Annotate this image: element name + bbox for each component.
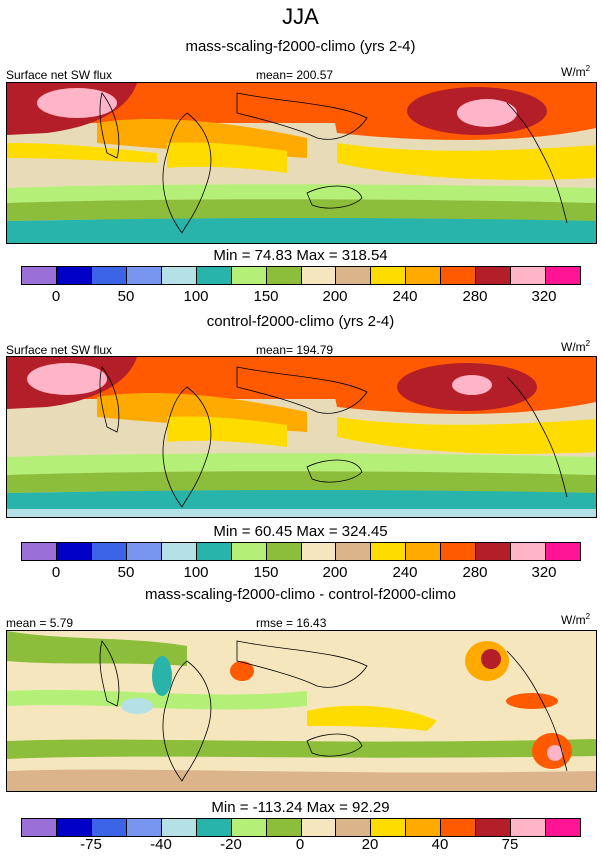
colorbar-box bbox=[22, 819, 57, 836]
panel-1-map bbox=[6, 82, 597, 244]
panel-1-subtitle: mass-scaling-f2000-climo (yrs 2-4) bbox=[185, 38, 416, 55]
panel-2-units: W/m2 bbox=[561, 339, 591, 354]
colorbar-box bbox=[546, 543, 580, 560]
panel-1-mean-label: mean= 200.57 bbox=[256, 68, 334, 82]
colorbar-box bbox=[56, 819, 92, 836]
colorbar-box bbox=[231, 267, 267, 284]
panel-3-tick: 40 bbox=[431, 836, 449, 853]
colorbar-box bbox=[91, 819, 127, 836]
colorbar-box bbox=[231, 543, 267, 560]
panel-1-tick: 100 bbox=[183, 288, 209, 305]
colorbar-box bbox=[196, 267, 232, 284]
panel-2-tick: 150 bbox=[253, 564, 279, 581]
colorbar-box bbox=[161, 543, 197, 560]
panel-1-colorbar bbox=[21, 266, 581, 285]
colorbar-box bbox=[266, 543, 302, 560]
colorbar-box bbox=[56, 543, 92, 560]
colorbar-box bbox=[476, 819, 512, 836]
panel-2-subtitle: control-f2000-climo (yrs 2-4) bbox=[206, 313, 395, 330]
colorbar-box bbox=[511, 543, 547, 560]
colorbar-box bbox=[196, 543, 232, 560]
panel-3-rmse-label: rmse = 16.43 bbox=[256, 616, 327, 630]
figure-title: JJA bbox=[282, 4, 319, 29]
panel-3-subtitle: mass-scaling-f2000-climo - control-f2000… bbox=[145, 586, 456, 603]
colorbar-box bbox=[91, 267, 127, 284]
colorbar-box bbox=[546, 819, 580, 836]
panel-2-mean-label: mean= 194.79 bbox=[256, 343, 334, 357]
panel-1-tick: 150 bbox=[253, 288, 279, 305]
panel-3-tick: -75 bbox=[80, 836, 102, 853]
colorbar-box bbox=[231, 819, 267, 836]
panel-2-tick: 0 bbox=[51, 564, 61, 581]
panel-3-map-svg bbox=[7, 631, 596, 791]
colorbar-box bbox=[161, 819, 197, 836]
colorbar-box bbox=[371, 819, 407, 836]
panel-2-tick: 320 bbox=[531, 564, 557, 581]
colorbar-box bbox=[56, 267, 92, 284]
colorbar-box bbox=[336, 819, 372, 836]
panel-2-colorbar bbox=[21, 542, 581, 561]
colorbar-box bbox=[266, 819, 302, 836]
panel-2-tick: 50 bbox=[117, 564, 135, 581]
panel-2-variable-label: Surface net SW flux bbox=[6, 343, 113, 357]
panel-3-tick: 0 bbox=[295, 836, 305, 853]
panel-2-tick: 200 bbox=[322, 564, 348, 581]
panel-1-tick: 280 bbox=[462, 288, 488, 305]
colorbar-box bbox=[336, 543, 372, 560]
panel-3-tick: 20 bbox=[361, 836, 379, 853]
panel-2-tick: 240 bbox=[392, 564, 418, 581]
panel-3-min-max: Min = -113.24 Max = 92.29 bbox=[211, 799, 390, 816]
colorbar-box bbox=[91, 543, 127, 560]
panel-1-tick: 240 bbox=[392, 288, 418, 305]
panel-1-tick: 200 bbox=[322, 288, 348, 305]
colorbar-box bbox=[441, 543, 477, 560]
colorbar-box bbox=[406, 819, 442, 836]
colorbar-box bbox=[126, 543, 162, 560]
panel-2-tick: 100 bbox=[183, 564, 209, 581]
panel-1-map-svg bbox=[7, 83, 596, 243]
colorbar-box bbox=[371, 267, 407, 284]
colorbar-box bbox=[196, 819, 232, 836]
colorbar-box bbox=[546, 267, 580, 284]
colorbar-box bbox=[126, 267, 162, 284]
colorbar-box bbox=[301, 267, 337, 284]
panel-2-map-svg bbox=[7, 357, 596, 517]
panel-3-map bbox=[6, 630, 597, 792]
colorbar-box bbox=[161, 267, 197, 284]
colorbar-box bbox=[22, 543, 57, 560]
panel-1-variable-label: Surface net SW flux bbox=[6, 68, 113, 82]
panel-1-tick: 320 bbox=[531, 288, 557, 305]
panel-3-mean-label: mean = 5.79 bbox=[6, 616, 74, 630]
colorbar-box bbox=[476, 543, 512, 560]
panel-3-tick: -20 bbox=[220, 836, 242, 853]
panel-1-tick: 50 bbox=[117, 288, 135, 305]
panel-3-colorbar bbox=[21, 818, 581, 837]
panel-1-tick: 0 bbox=[51, 288, 61, 305]
panel-3-tick: 75 bbox=[501, 836, 519, 853]
panel-1-units: W/m2 bbox=[561, 64, 591, 79]
panel-2-map bbox=[6, 356, 597, 518]
colorbar-box bbox=[301, 543, 337, 560]
colorbar-box bbox=[476, 267, 512, 284]
panel-3-tick: -40 bbox=[150, 836, 172, 853]
colorbar-box bbox=[126, 819, 162, 836]
colorbar-box bbox=[301, 819, 337, 836]
colorbar-box bbox=[441, 267, 477, 284]
panel-2-min-max: Min = 60.45 Max = 324.45 bbox=[213, 523, 388, 540]
colorbar-box bbox=[511, 267, 547, 284]
colorbar-box bbox=[441, 819, 477, 836]
colorbar-box bbox=[406, 543, 442, 560]
panel-1-min-max: Min = 74.83 Max = 318.54 bbox=[213, 247, 388, 264]
colorbar-box bbox=[22, 267, 57, 284]
panel-2-tick: 280 bbox=[462, 564, 488, 581]
colorbar-box bbox=[266, 267, 302, 284]
colorbar-box bbox=[336, 267, 372, 284]
panel-3-units: W/m2 bbox=[561, 612, 591, 627]
colorbar-box bbox=[511, 819, 547, 836]
colorbar-box bbox=[406, 267, 442, 284]
colorbar-box bbox=[371, 543, 407, 560]
